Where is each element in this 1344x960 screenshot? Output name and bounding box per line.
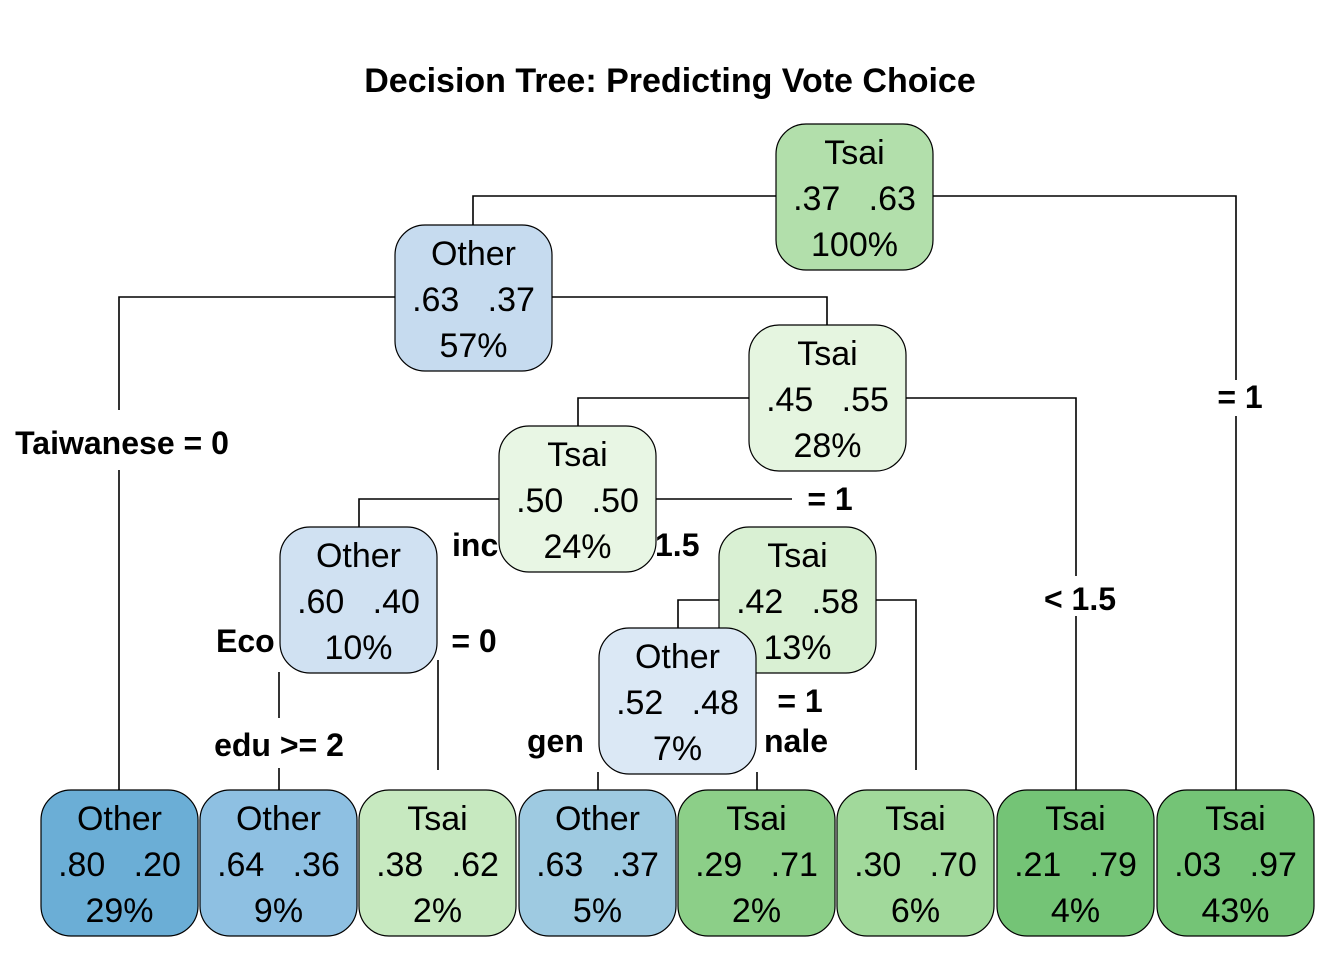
split-label-n10-right: = 1 <box>807 481 852 517</box>
node-class-label: Other <box>77 800 162 838</box>
node-percentage: 5% <box>573 892 622 930</box>
node-box <box>40 789 199 937</box>
node-box <box>518 789 677 937</box>
node-box <box>718 526 877 674</box>
split-label-n20-right: = 0 <box>451 623 496 659</box>
tree-node-l4: Other .63 .37 5% <box>518 789 677 937</box>
tree-node-n2: Other .63 .37 57% <box>394 224 553 372</box>
tree-node-l5: Tsai .29 .71 2% <box>677 789 836 937</box>
split-label-n21-right: = 1 <box>777 683 822 719</box>
tree-node-l3: Tsai .38 .62 2% <box>358 789 517 937</box>
node-probabilities: .21 .79 <box>1014 846 1137 884</box>
node-class-label: Tsai <box>1045 800 1105 838</box>
tree-node-n1: Tsai .37 .63 100% <box>775 123 934 271</box>
split-labels: = 1 Taiwanese = 0 = 1 inc 1.5 < 1.5 Eco … <box>15 379 1263 763</box>
edge-n21-left <box>677 599 720 630</box>
node-box <box>358 789 517 937</box>
tree-node-n5: Tsai .45 .55 28% <box>748 324 907 472</box>
node-probabilities: .29 .71 <box>695 846 818 884</box>
node-percentage: 24% <box>543 528 611 566</box>
node-box <box>598 627 757 775</box>
node-percentage: 4% <box>1051 892 1100 930</box>
tree-node-l6: Tsai .30 .70 6% <box>836 789 995 937</box>
node-percentage: 2% <box>732 892 781 930</box>
node-probabilities: .60 .40 <box>297 583 420 621</box>
split-label-income-part2: 1.5 <box>655 527 699 563</box>
node-box <box>1156 789 1315 937</box>
node-box <box>279 526 438 674</box>
node-class-label: Tsai <box>824 134 884 172</box>
node-percentage: 57% <box>439 327 507 365</box>
node-box <box>394 224 553 372</box>
node-class-label: Tsai <box>726 800 786 838</box>
split-label-gender-part2: nale <box>764 723 828 759</box>
node-box <box>836 789 995 937</box>
node-box <box>748 324 907 472</box>
split-label-income-part1: inc <box>452 527 498 563</box>
node-probabilities: .64 .36 <box>217 846 340 884</box>
node-box <box>775 123 934 271</box>
chart-title: Decision Tree: Predicting Vote Choice <box>364 62 976 100</box>
node-class-label: Tsai <box>1205 800 1265 838</box>
node-percentage: 2% <box>413 892 462 930</box>
tree-node-l8: Tsai .03 .97 43% <box>1156 789 1315 937</box>
node-probabilities: .50 .50 <box>516 482 639 520</box>
edge-n10-left <box>358 498 500 530</box>
node-percentage: 7% <box>653 730 702 768</box>
node-percentage: 6% <box>891 892 940 930</box>
node-percentage: 10% <box>324 629 392 667</box>
node-probabilities: .63 .37 <box>536 846 659 884</box>
split-label-root-right: = 1 <box>1217 379 1262 415</box>
tree-node-n10: Tsai .50 .50 24% <box>498 425 657 573</box>
node-percentage: 9% <box>254 892 303 930</box>
node-probabilities: .30 .70 <box>854 846 977 884</box>
node-class-label: Other <box>316 537 401 575</box>
node-box <box>498 425 657 573</box>
node-class-label: Other <box>236 800 321 838</box>
tree-node-l2: Other .64 .36 9% <box>199 789 358 937</box>
node-probabilities: .63 .37 <box>412 281 535 319</box>
node-probabilities: .03 .97 <box>1174 846 1297 884</box>
node-probabilities: .45 .55 <box>766 381 889 419</box>
tree-node-n42: Other .52 .48 7% <box>598 627 757 775</box>
node-probabilities: .80 .20 <box>58 846 181 884</box>
split-label-edu: edu >= 2 <box>214 727 344 763</box>
node-class-label: Tsai <box>797 335 857 373</box>
node-percentage: 29% <box>85 892 153 930</box>
node-class-label: Other <box>431 235 516 273</box>
tree-node-n21: Tsai .42 .58 13% <box>718 526 877 674</box>
split-label-eco: Eco <box>216 623 275 659</box>
node-probabilities: .42 .58 <box>736 583 859 621</box>
tree-nodes: Tsai .37 .63 100% Other .63 .37 57% Tsai .45 .5… <box>40 123 1315 937</box>
tree-node-n20: Other .60 .40 10% <box>279 526 438 674</box>
tree-node-l1: Other .80 .20 29% <box>40 789 199 937</box>
node-box <box>996 789 1155 937</box>
node-class-label: Tsai <box>547 436 607 474</box>
node-box <box>199 789 358 937</box>
node-class-label: Tsai <box>885 800 945 838</box>
node-percentage: 13% <box>763 629 831 667</box>
node-class-label: Other <box>555 800 640 838</box>
node-class-label: Tsai <box>767 537 827 575</box>
node-box <box>677 789 836 937</box>
node-class-label: Tsai <box>407 800 467 838</box>
split-label-taiwanese: Taiwanese = 0 <box>15 425 229 461</box>
node-probabilities: .52 .48 <box>616 684 739 722</box>
node-probabilities: .37 .63 <box>793 180 916 218</box>
split-label-n5-right: < 1.5 <box>1044 581 1116 617</box>
node-probabilities: .38 .62 <box>376 846 499 884</box>
node-percentage: 100% <box>811 226 898 264</box>
node-percentage: 43% <box>1201 892 1269 930</box>
split-label-gender-part1: gen <box>527 723 584 759</box>
edge-n21-right <box>876 599 917 770</box>
node-class-label: Other <box>635 638 720 676</box>
tree-node-l7: Tsai .21 .79 4% <box>996 789 1155 937</box>
node-percentage: 28% <box>793 427 861 465</box>
